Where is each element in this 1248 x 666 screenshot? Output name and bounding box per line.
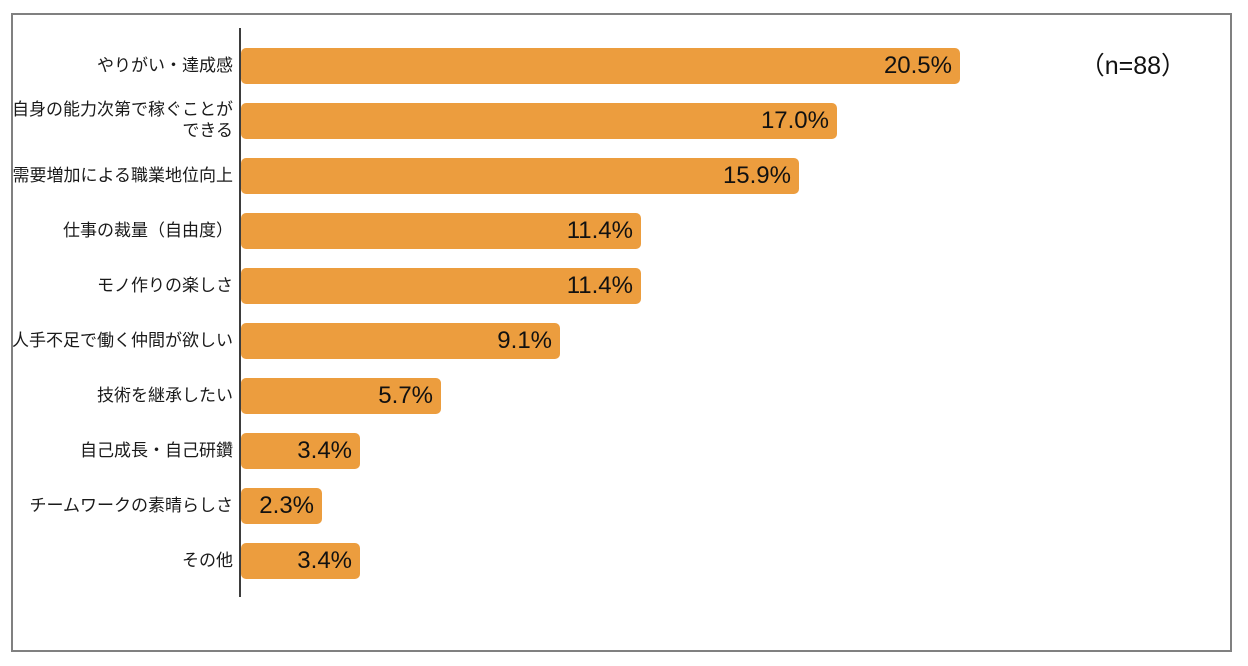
bar-rows: やりがい・達成感 20.5% 自身の能力次第で稼ぐことが できる 17.0% 需… — [0, 48, 1220, 598]
bar-track: 17.0% — [241, 103, 1220, 139]
bar: 20.5% — [241, 48, 960, 84]
category-label-text: やりがい・達成感 — [97, 55, 233, 75]
value-label: 3.4% — [297, 437, 352, 464]
bar-row: 需要増加による職業地位向上 15.9% — [0, 158, 1220, 194]
value-label: 9.1% — [497, 327, 552, 354]
bar: 17.0% — [241, 103, 837, 139]
sample-size-annotation: （n=88） — [1079, 52, 1186, 80]
value-label: 17.0% — [760, 107, 829, 134]
bar: 3.4% — [241, 433, 360, 469]
category-label-text: 自身の能力次第で稼ぐことが できる — [12, 100, 233, 140]
category-label: 仕事の裁量（自由度） — [0, 213, 233, 249]
category-label: 自己成長・自己研鑽 — [0, 433, 233, 469]
bar-track: 15.9% — [241, 158, 1220, 194]
category-label-text: 仕事の裁量（自由度） — [63, 220, 233, 240]
category-label-text: 技術を継承したい — [97, 385, 233, 405]
bar-row: モノ作りの楽しさ 11.4% — [0, 268, 1220, 304]
bar-row: 自身の能力次第で稼ぐことが できる 17.0% — [0, 100, 1220, 140]
category-label-text: その他 — [182, 550, 233, 570]
bar-track: 11.4% — [241, 268, 1220, 304]
bar: 2.3% — [241, 488, 322, 524]
value-label: 15.9% — [722, 162, 791, 189]
category-label: 技術を継承したい — [0, 378, 233, 414]
value-label: 11.4% — [566, 217, 633, 244]
category-label: モノ作りの楽しさ — [0, 268, 233, 304]
category-label-text: 人手不足で働く仲間が欲しい — [12, 330, 233, 350]
bar-track: 2.3% — [241, 488, 1220, 524]
bar: 11.4% — [241, 213, 641, 249]
category-label-text: 需要増加による職業地位向上 — [12, 165, 234, 185]
bar-track: 11.4% — [241, 213, 1220, 249]
category-label: チームワークの素晴らしさ — [0, 488, 234, 524]
bar: 5.7% — [241, 378, 441, 414]
bar-track: 3.4% — [241, 433, 1220, 469]
value-label: 5.7% — [378, 382, 433, 409]
bar-row: 人手不足で働く仲間が欲しい 9.1% — [0, 323, 1220, 359]
category-label: 人手不足で働く仲間が欲しい — [0, 323, 233, 359]
category-label: 自身の能力次第で稼ぐことが できる — [0, 100, 233, 140]
category-label-text: 自己成長・自己研鑽 — [80, 440, 233, 460]
bar-row: 技術を継承したい 5.7% — [0, 378, 1220, 414]
category-label-text: チームワークの素晴らしさ — [29, 495, 234, 515]
bar-track: 3.4% — [241, 543, 1220, 579]
bar-track: 20.5% — [241, 48, 1220, 84]
bar: 11.4% — [241, 268, 641, 304]
value-label: 11.4% — [566, 272, 633, 299]
category-label-text: モノ作りの楽しさ — [97, 275, 233, 295]
bar: 15.9% — [241, 158, 799, 194]
value-label: 20.5% — [883, 52, 952, 79]
category-label: 需要増加による職業地位向上 — [0, 158, 234, 194]
y-axis-line — [239, 28, 241, 597]
category-label: やりがい・達成感 — [0, 48, 233, 84]
value-label: 2.3% — [259, 492, 314, 519]
bar-row: チームワークの素晴らしさ 2.3% — [0, 488, 1220, 524]
bar-row: 自己成長・自己研鑽 3.4% — [0, 433, 1220, 469]
bar-row: やりがい・達成感 20.5% — [0, 48, 1220, 84]
bar-track: 9.1% — [241, 323, 1220, 359]
value-label: 3.4% — [297, 547, 352, 574]
bar-row: 仕事の裁量（自由度） 11.4% — [0, 213, 1220, 249]
category-label: その他 — [0, 543, 233, 579]
bar-row: その他 3.4% — [0, 543, 1220, 579]
bar: 3.4% — [241, 543, 360, 579]
bar: 9.1% — [241, 323, 560, 359]
bar-track: 5.7% — [241, 378, 1220, 414]
